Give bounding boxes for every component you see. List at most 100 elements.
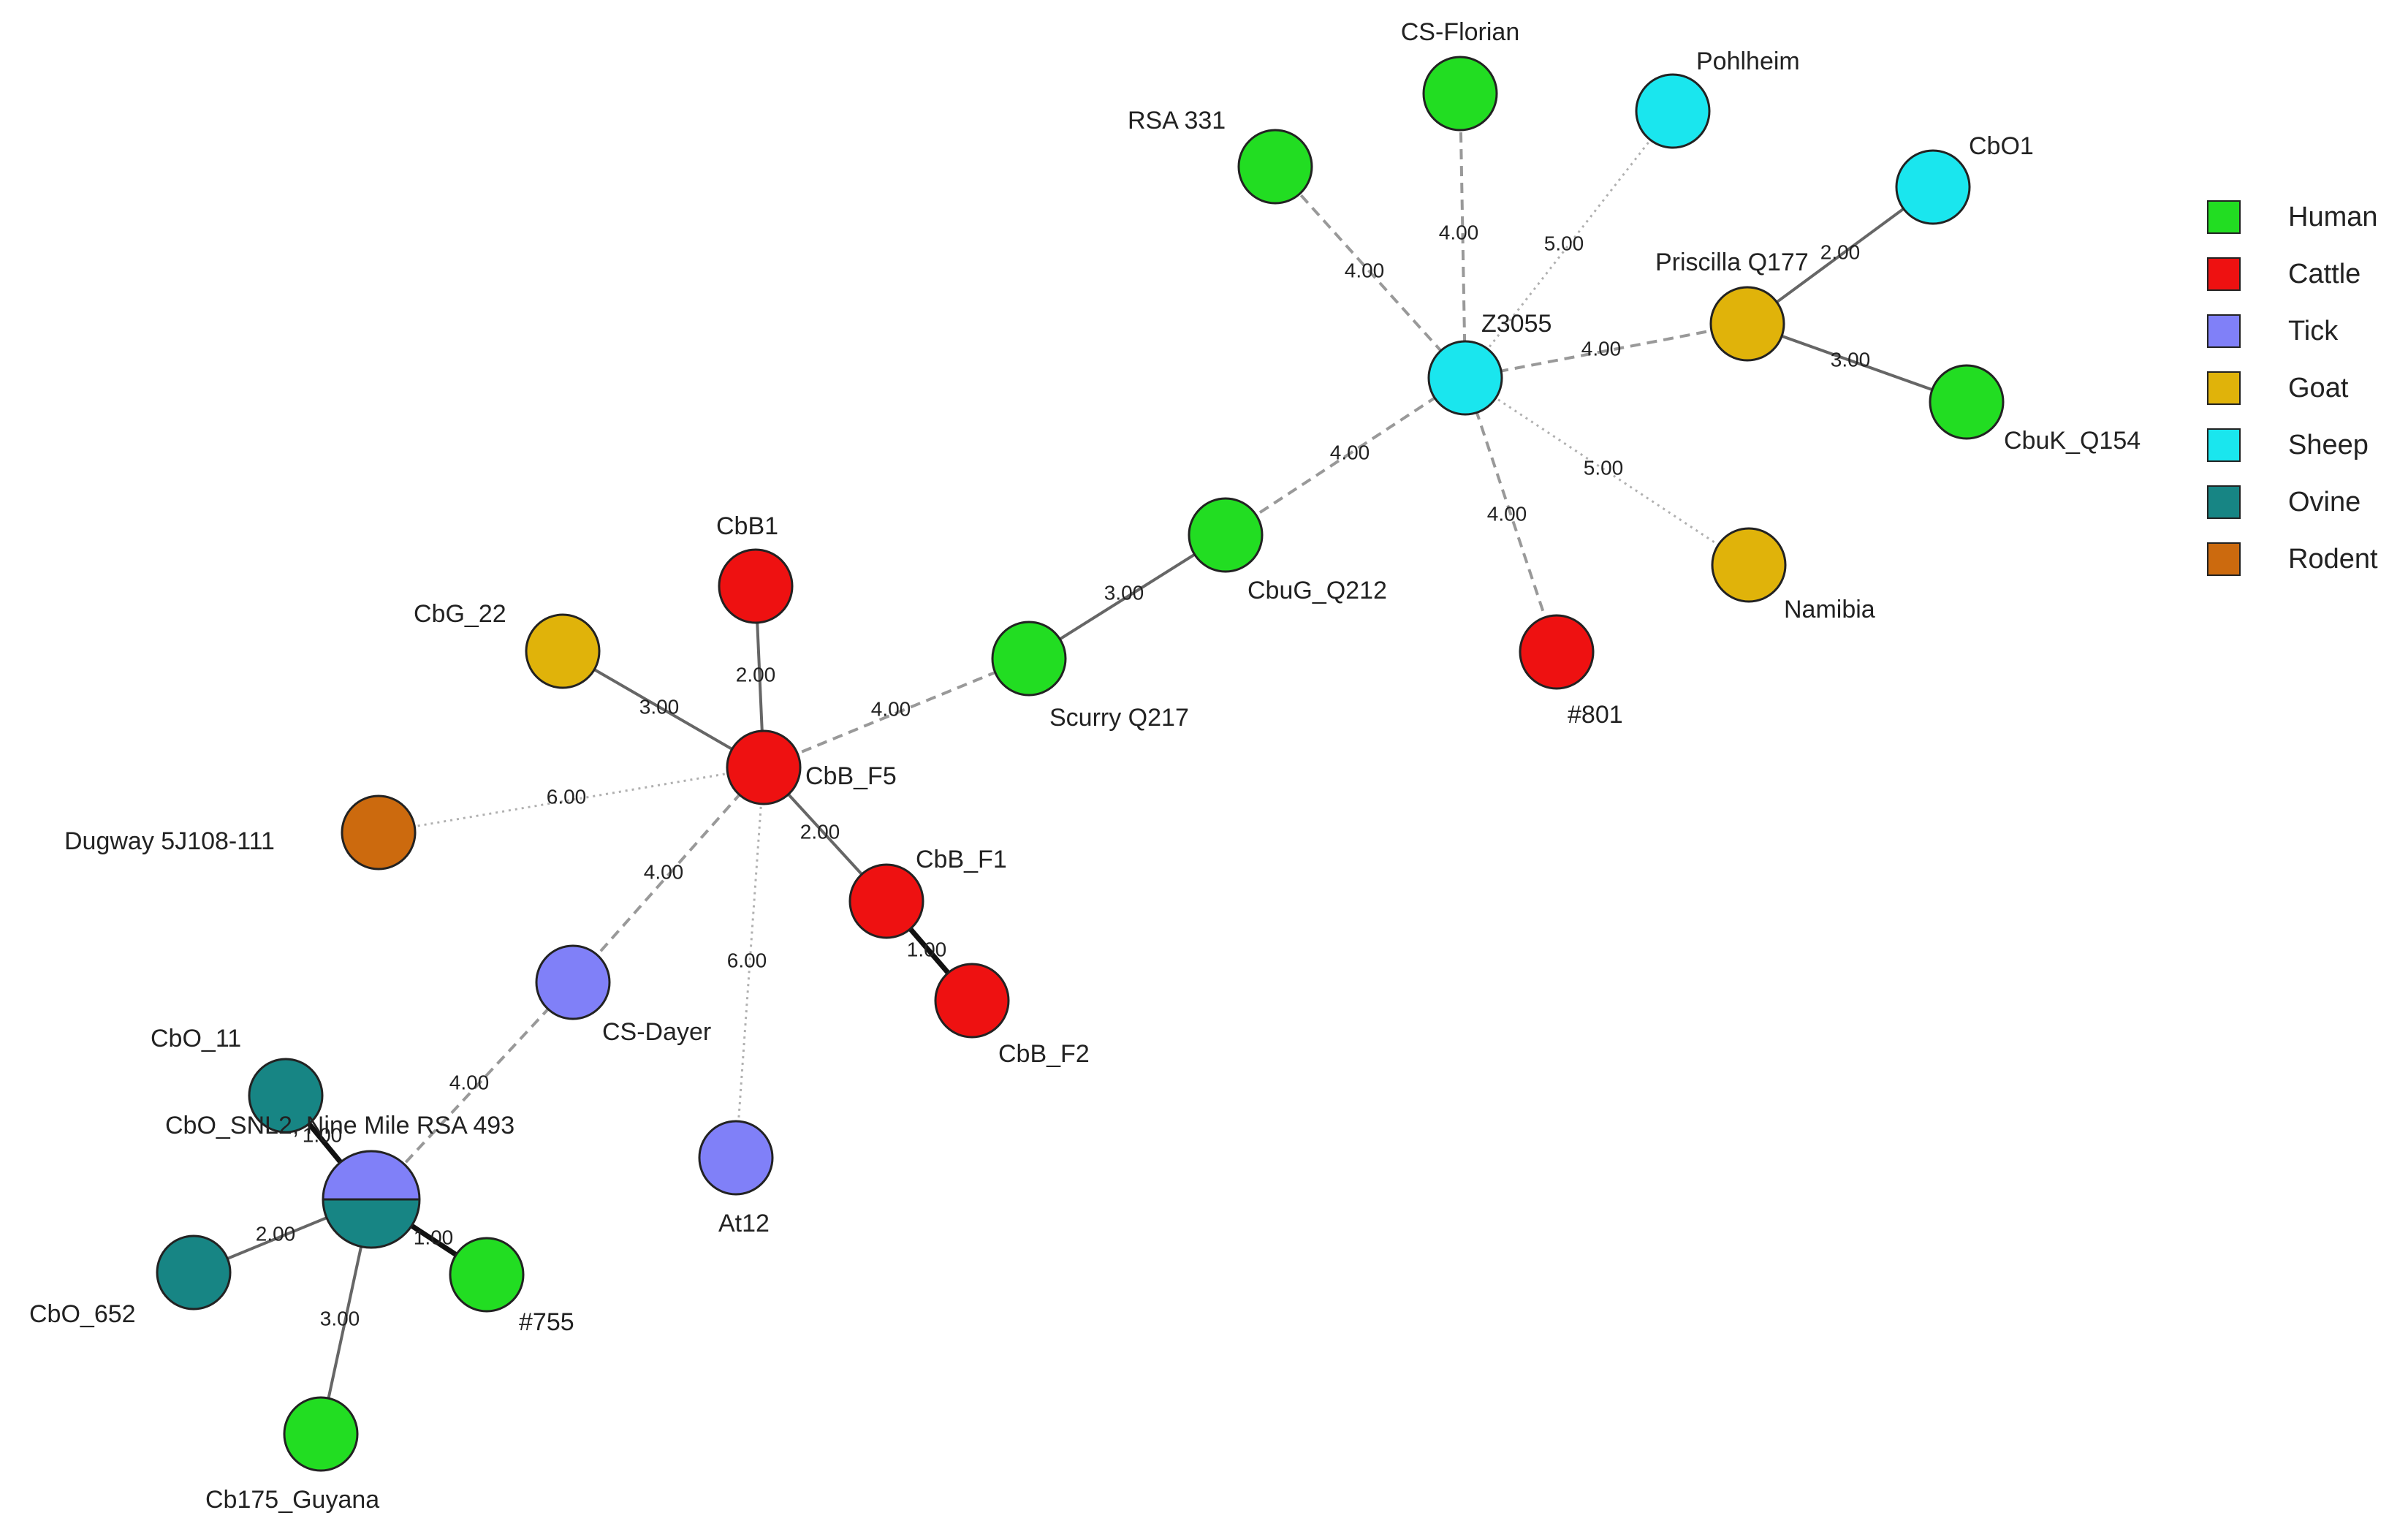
node-label-ninemile: CbO_SNL2, Nine Mile RSA 493 xyxy=(165,1112,514,1139)
edge-weight-label: 1.00 xyxy=(907,938,947,960)
node-label-cbug_q212: CbuG_Q212 xyxy=(1247,577,1387,604)
node-n755[interactable] xyxy=(449,1237,525,1313)
edge-cbb_f5-cs_dayer xyxy=(571,766,765,984)
edge-weight-label: 6.00 xyxy=(547,785,587,808)
edge-z3055-n801 xyxy=(1464,377,1558,653)
edge-weight-label: 3.00 xyxy=(1104,581,1144,604)
edge-weight-label: 1.00 xyxy=(414,1226,454,1248)
edge-weight-label: 4.00 xyxy=(1330,441,1370,463)
node-priscilla[interactable] xyxy=(1709,286,1785,362)
legend-label-cattle: Cattle xyxy=(2288,259,2360,289)
node-scurry[interactable] xyxy=(991,621,1067,697)
edges-layer xyxy=(193,93,1967,1435)
node-label-cb175: Cb175_Guyana xyxy=(205,1486,379,1514)
node-labels-layer: CS-Florian Pohlheim RSA 331 CbO1 Priscilla Q… xyxy=(29,18,2141,1514)
node-label-pohlheim: Pohlheim xyxy=(1696,48,1800,75)
nodes-layer xyxy=(156,56,2005,1472)
edge-weight-label: 2.00 xyxy=(736,663,776,686)
edge-weight-label: 3.00 xyxy=(320,1307,360,1330)
node-cb175[interactable] xyxy=(283,1396,359,1472)
node-label-cbb_f1: CbB_F1 xyxy=(916,846,1007,873)
node-dugway[interactable] xyxy=(341,794,417,870)
edge-weight-label: 3.00 xyxy=(639,695,680,718)
node-cbug_q212[interactable] xyxy=(1188,497,1264,573)
edge-weight-label: 4.00 xyxy=(1487,502,1527,525)
legend-swatch-human xyxy=(2207,200,2241,234)
node-cbg22[interactable] xyxy=(525,613,601,689)
node-label-cs_florian: CS-Florian xyxy=(1401,18,1519,46)
edge-weight-label: 1.00 xyxy=(303,1123,343,1146)
edge-weight-label: 6.00 xyxy=(727,949,767,971)
node-cbuk_q154[interactable] xyxy=(1929,364,2005,440)
edge-weight-label: 5.00 xyxy=(1544,232,1584,254)
node-cbo_11[interactable] xyxy=(248,1058,324,1134)
node-cs_florian[interactable] xyxy=(1422,56,1498,132)
edge-z3055-namibia xyxy=(1465,376,1750,566)
legend-label-sheep: Sheep xyxy=(2288,430,2369,460)
legend-swatch-rodent xyxy=(2207,542,2241,576)
node-z3055[interactable] xyxy=(1427,340,1503,416)
legend-label-tick: Tick xyxy=(2288,316,2339,346)
legend-swatch-sheep xyxy=(2207,428,2241,462)
node-label-cbb1: CbB1 xyxy=(716,512,778,540)
node-namibia[interactable] xyxy=(1711,527,1787,603)
node-ninemile[interactable] xyxy=(322,1150,421,1249)
edge-weight-label: 4.00 xyxy=(1581,337,1622,360)
node-label-cbuk_q154: CbuK_Q154 xyxy=(2004,427,2141,455)
node-at12[interactable] xyxy=(698,1120,774,1196)
node-cs_dayer[interactable] xyxy=(535,944,611,1020)
edge-z3055-cbug_q212 xyxy=(1224,376,1467,536)
node-outline xyxy=(322,1150,421,1249)
node-n801[interactable] xyxy=(1519,614,1595,690)
edge-weight-label: 5.00 xyxy=(1584,456,1624,479)
node-cbb_f1[interactable] xyxy=(848,863,924,939)
edge-priscilla-cbo1 xyxy=(1746,186,1934,325)
legend-label-ovine: Ovine xyxy=(2288,487,2360,517)
node-label-dugway: Dugway 5J108-111 xyxy=(64,827,275,855)
edge-weight-label: 4.00 xyxy=(1345,259,1385,281)
node-label-cbo_11: CbO_11 xyxy=(151,1025,241,1052)
node-label-n801: #801 xyxy=(1568,701,1623,729)
node-label-n755: #755 xyxy=(519,1308,574,1336)
edge-z3055-cs_florian xyxy=(1459,93,1467,379)
edge-scurry-cbb_f5 xyxy=(763,657,1030,769)
node-cbb_f2[interactable] xyxy=(934,963,1010,1039)
legend-label-goat: Goat xyxy=(2288,373,2349,403)
node-label-cbo1: CbO1 xyxy=(1969,132,2034,160)
node-label-scurry: Scurry Q217 xyxy=(1049,704,1189,732)
node-label-cbo_652: CbO_652 xyxy=(29,1300,136,1328)
legend-swatch-cattle xyxy=(2207,257,2241,291)
node-pohlheim[interactable] xyxy=(1635,73,1711,149)
edge-weight-label: 2.00 xyxy=(800,820,840,843)
edge-z3055-rsa331 xyxy=(1274,165,1467,379)
node-label-namibia: Namibia xyxy=(1784,596,1875,623)
node-label-cbb_f5: CbB_F5 xyxy=(805,762,897,790)
node-label-cs_dayer: CS-Dayer xyxy=(602,1018,711,1046)
node-cbb1[interactable] xyxy=(718,548,794,624)
legend-swatch-tick xyxy=(2207,314,2241,348)
node-label-priscilla: Priscilla Q177 xyxy=(1655,249,1809,276)
node-cbb_f5[interactable] xyxy=(726,729,802,805)
node-cbo1[interactable] xyxy=(1895,149,1971,225)
node-bottom-half xyxy=(323,1199,419,1248)
legend-label-rodent: Rodent xyxy=(2288,544,2378,574)
node-label-cbg22: CbG_22 xyxy=(414,600,506,628)
node-label-z3055: Z3055 xyxy=(1481,310,1551,338)
node-label-rsa331: RSA 331 xyxy=(1128,107,1226,134)
node-cbo_652[interactable] xyxy=(156,1234,232,1310)
edge-weight-label: 3.00 xyxy=(1831,348,1871,371)
edge-weight-label: 4.00 xyxy=(1439,221,1479,243)
edge-priscilla-cbuk_q154 xyxy=(1747,322,1967,403)
edge-cbb_f5-cbg22 xyxy=(561,650,765,769)
edge-weight-label: 2.00 xyxy=(1820,240,1861,263)
node-rsa331[interactable] xyxy=(1237,129,1313,205)
node-label-at12: At12 xyxy=(718,1210,770,1237)
legend-swatch-ovine xyxy=(2207,485,2241,519)
node-top-half xyxy=(323,1151,419,1199)
edge-cbug_q212-scurry xyxy=(1028,534,1227,660)
legend: Human Cattle Tick Goat Sheep Ovine Rodent xyxy=(2207,200,2378,576)
edge-weight-label: 4.00 xyxy=(871,697,911,720)
edge-labels-layer: 4.00 5.00 4.00 4.00 2.00 3.00 5.00 4.00 4.00 3.00… xyxy=(256,221,1871,1330)
edge-z3055-priscilla xyxy=(1465,322,1748,379)
